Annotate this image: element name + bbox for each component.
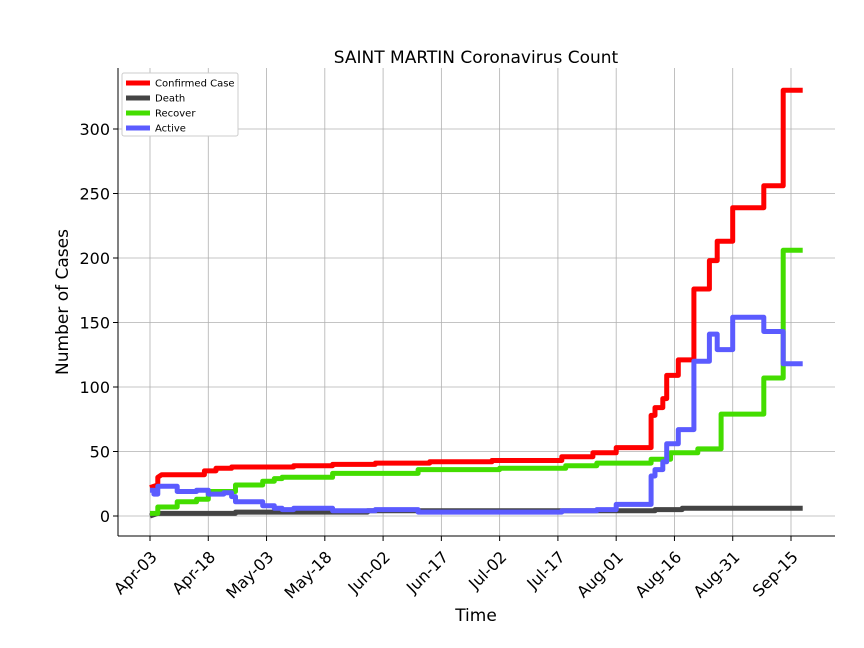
series-line-active bbox=[150, 314, 803, 515]
series-line-recover bbox=[150, 247, 803, 516]
x-tick-label: Apr-03 bbox=[110, 547, 161, 598]
y-tick-label: 250 bbox=[79, 185, 110, 204]
legend-box bbox=[121, 72, 239, 137]
x-tick-label: Jun-02 bbox=[344, 547, 394, 597]
legend-label-recover: Recover bbox=[155, 109, 196, 120]
y-tick-label: 200 bbox=[79, 249, 110, 268]
legend-label-confirmed-case: Confirmed Case bbox=[155, 79, 235, 90]
y-ticks: 0 50 100 150 200 250 300 bbox=[79, 120, 118, 526]
grid bbox=[118, 68, 835, 536]
axes bbox=[117, 68, 835, 537]
x-tick-label: May-03 bbox=[222, 547, 277, 602]
x-tick-label: Sep-15 bbox=[749, 547, 802, 600]
y-tick-label: 50 bbox=[90, 443, 110, 462]
y-tick-label: 300 bbox=[79, 120, 110, 139]
chart-title: SAINT MARTIN Coronavirus Count bbox=[334, 48, 619, 68]
series-line-confirmed-case bbox=[149, 87, 803, 490]
x-tick-label: Aug-31 bbox=[690, 547, 744, 601]
x-axis-title: Time bbox=[454, 606, 497, 626]
legend: Confirmed Case Death Recover Active bbox=[121, 72, 239, 137]
y-tick-label: 150 bbox=[79, 314, 110, 333]
x-tick-label: Aug-16 bbox=[631, 547, 685, 601]
x-ticks: Apr-03 Apr-18 May-03 May-18 Jun-02 Jun-17 Jul-… bbox=[110, 536, 802, 603]
x-tick-label: Jun-17 bbox=[402, 547, 452, 597]
x-tick-label: Aug-01 bbox=[573, 547, 627, 601]
series-lines bbox=[149, 87, 803, 519]
x-tick-label: May-18 bbox=[281, 547, 336, 602]
y-tick-label: 0 bbox=[100, 507, 110, 526]
legend-label-active: Active bbox=[155, 124, 186, 135]
x-tick-label: Apr-18 bbox=[168, 547, 219, 598]
legend-label-death: Death bbox=[155, 94, 185, 105]
y-tick-label: 100 bbox=[79, 378, 110, 397]
x-tick-label: Jul-02 bbox=[464, 547, 510, 593]
x-tick-label: Jul-17 bbox=[522, 547, 568, 593]
y-axis-title: Number of Cases bbox=[53, 229, 73, 375]
